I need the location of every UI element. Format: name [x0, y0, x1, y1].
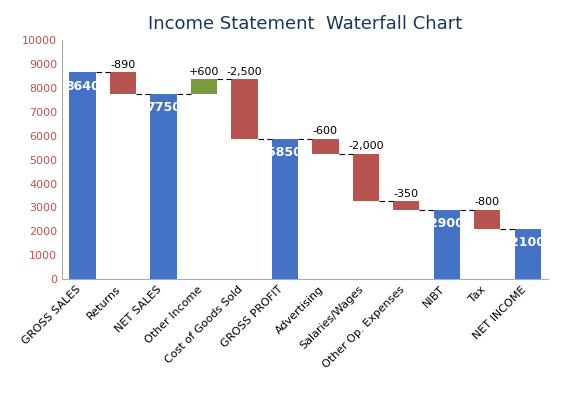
Text: -2,000: -2,000 [348, 141, 384, 151]
Text: +600: +600 [189, 67, 219, 77]
Text: -350: -350 [394, 189, 419, 199]
Bar [150, 94, 176, 279]
Text: 2100: 2100 [510, 236, 545, 249]
Bar [69, 73, 95, 279]
Bar [191, 79, 217, 94]
Bar [393, 201, 419, 210]
Text: -2,500: -2,500 [227, 67, 262, 77]
Text: 8640: 8640 [65, 80, 100, 93]
Bar [312, 139, 338, 154]
Bar [353, 154, 379, 201]
Bar [474, 210, 501, 229]
Text: -600: -600 [313, 126, 338, 136]
Bar [434, 210, 460, 279]
Bar [515, 229, 541, 279]
Bar [110, 73, 136, 94]
Title: Income Statement  Waterfall Chart: Income Statement Waterfall Chart [148, 15, 462, 33]
Bar [231, 79, 258, 139]
Text: -800: -800 [475, 197, 500, 207]
Bar [272, 139, 298, 279]
Text: 5850: 5850 [267, 146, 302, 160]
Text: 7750: 7750 [146, 101, 181, 114]
Text: -890: -890 [110, 59, 136, 69]
Text: 2900: 2900 [429, 217, 464, 230]
